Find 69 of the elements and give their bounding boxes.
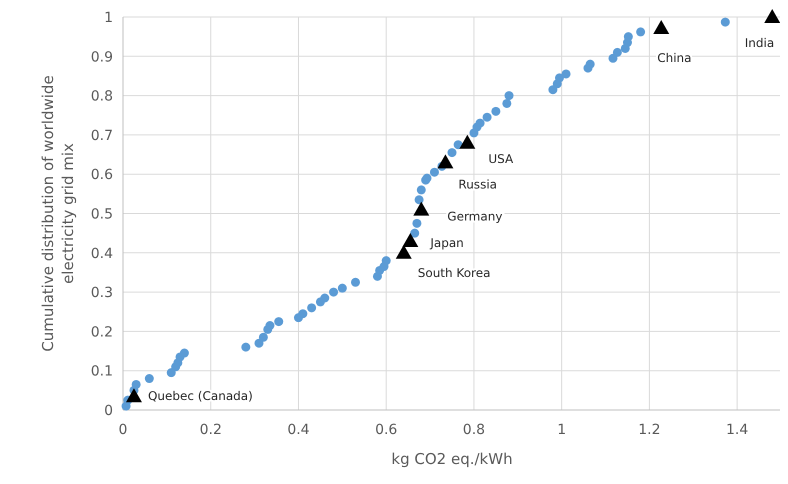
point <box>612 48 622 57</box>
point <box>126 388 142 402</box>
y-tick-label: 0.9 <box>90 49 113 66</box>
y-tick-label: 0.5 <box>90 206 113 222</box>
point <box>491 106 500 116</box>
point <box>132 380 141 389</box>
x-tick-label: 0 <box>118 422 128 438</box>
point <box>338 284 347 293</box>
x-tick-label: 0.6 <box>375 422 398 438</box>
point <box>180 348 189 358</box>
annotation: Japan <box>429 236 464 250</box>
point <box>414 195 424 204</box>
annotation: Russia <box>458 177 498 192</box>
point <box>586 60 595 69</box>
point <box>554 73 564 82</box>
x-tick-label: 0.2 <box>200 422 222 438</box>
point <box>636 27 646 36</box>
point <box>410 228 420 238</box>
point <box>430 168 439 177</box>
point <box>448 148 456 158</box>
point <box>653 20 670 34</box>
x-axis-title: kg CO2 eq./kWh <box>391 450 513 468</box>
point <box>416 185 426 194</box>
point <box>144 374 154 384</box>
point <box>504 91 514 100</box>
point <box>476 118 485 128</box>
y-tick-label: 0.4 <box>90 246 114 262</box>
annotation: South Korea <box>418 266 490 280</box>
y-axis-title: Cumulative distribution of worldwide electricity grid mix <box>39 75 77 352</box>
x-tick-label: 0.8 <box>462 422 486 438</box>
point <box>265 321 274 330</box>
point <box>459 134 476 149</box>
y-tick-label: 1 <box>104 10 113 26</box>
y-tick-label: 0.6 <box>90 167 114 184</box>
point <box>764 9 780 23</box>
annotation: Germany <box>447 210 502 224</box>
x-tick-label: 1.2 <box>638 422 661 438</box>
annotation: USA <box>488 152 514 166</box>
point <box>720 18 730 27</box>
y-tick-label: 0 <box>104 403 113 419</box>
point <box>298 309 308 318</box>
y-tick-label: 0.2 <box>90 324 113 340</box>
annotation: India <box>744 36 774 50</box>
point <box>382 256 391 266</box>
point <box>350 278 360 287</box>
point <box>624 32 633 42</box>
x-tick-label: 0.4 <box>287 422 310 438</box>
point <box>412 218 422 228</box>
annotation: Quebec (Canada) <box>148 389 253 404</box>
y-tick-label: 0.3 <box>90 285 113 302</box>
point <box>329 288 338 297</box>
y-tick-label: 0.1 <box>90 364 113 380</box>
annotation: China <box>657 51 692 66</box>
y-tick-label: 0.8 <box>90 88 113 105</box>
point <box>437 154 454 168</box>
y-tick-label: 0.7 <box>90 128 113 144</box>
point <box>307 303 316 312</box>
point <box>413 202 430 216</box>
x-tick-label: 1.4 <box>726 422 748 438</box>
point <box>402 233 418 248</box>
point <box>562 69 571 78</box>
point <box>274 317 284 326</box>
point <box>482 112 492 122</box>
point <box>396 244 412 259</box>
point <box>258 332 268 342</box>
point <box>502 98 512 108</box>
point <box>241 342 250 352</box>
x-tick-label: 1 <box>557 422 566 438</box>
point <box>320 293 330 302</box>
